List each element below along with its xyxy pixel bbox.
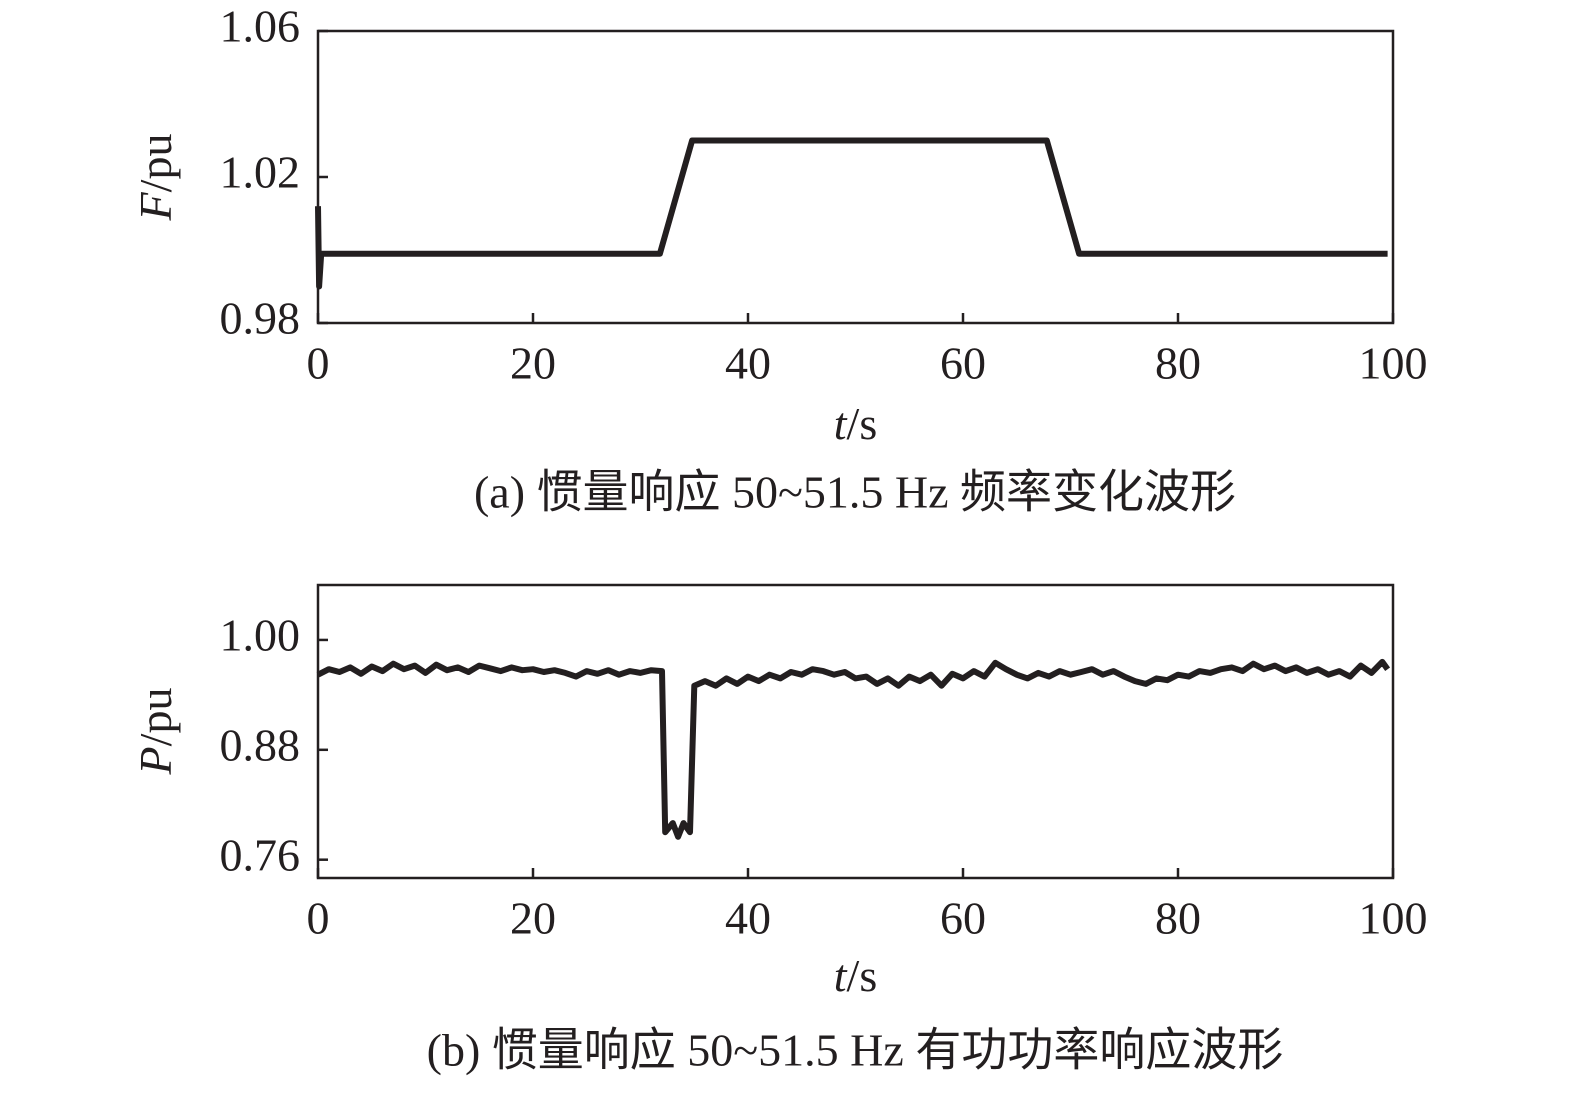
x-tick-label: 0 [307, 893, 330, 944]
y-tick-label: 0.76 [220, 829, 301, 880]
x-tick-label: 40 [725, 338, 771, 389]
y-axis-label: P/pu [130, 688, 181, 776]
x-tick-label: 100 [1359, 893, 1428, 944]
x-tick-label: 40 [725, 893, 771, 944]
x-tick-label: 60 [940, 338, 986, 389]
y-axis-symbol: F [130, 191, 181, 221]
x-axis-label: t/s [834, 950, 877, 1001]
y-axis-unit: /pu [130, 134, 181, 193]
x-tick-label: 20 [510, 338, 556, 389]
x-tick-label: 100 [1359, 338, 1428, 389]
y-tick-label: 1.06 [220, 1, 301, 52]
data-line [316, 658, 1391, 840]
x-axis-symbol: t [834, 950, 848, 1001]
data-line [315, 137, 1388, 290]
x-tick-label: 80 [1155, 338, 1201, 389]
caption: (b) 惯量响应 50~51.5 Hz 有功功率响应波形 [427, 1025, 1284, 1076]
y-tick-label: 1.00 [220, 610, 301, 661]
plot-frame [316, 29, 1395, 325]
caption: (a) 惯量响应 50~51.5 Hz 频率变化波形 [474, 467, 1236, 518]
x-axis-unit: /s [847, 398, 878, 449]
y-tick-label: 0.88 [220, 719, 301, 770]
y-axis-unit: /pu [130, 688, 181, 747]
x-tick-label: 60 [940, 893, 986, 944]
x-axis-label: t/s [834, 398, 877, 449]
y-axis-symbol: P [130, 746, 181, 775]
x-axis-symbol: t [834, 398, 848, 449]
x-tick-label: 80 [1155, 893, 1201, 944]
y-axis-label: F/pu [130, 134, 181, 222]
x-axis-unit: /s [847, 950, 878, 1001]
y-tick-label: 1.02 [220, 147, 301, 198]
x-tick-label: 20 [510, 893, 556, 944]
y-tick-label: 0.98 [220, 293, 301, 344]
x-tick-label: 0 [307, 338, 330, 389]
plot-frame [316, 583, 1395, 880]
